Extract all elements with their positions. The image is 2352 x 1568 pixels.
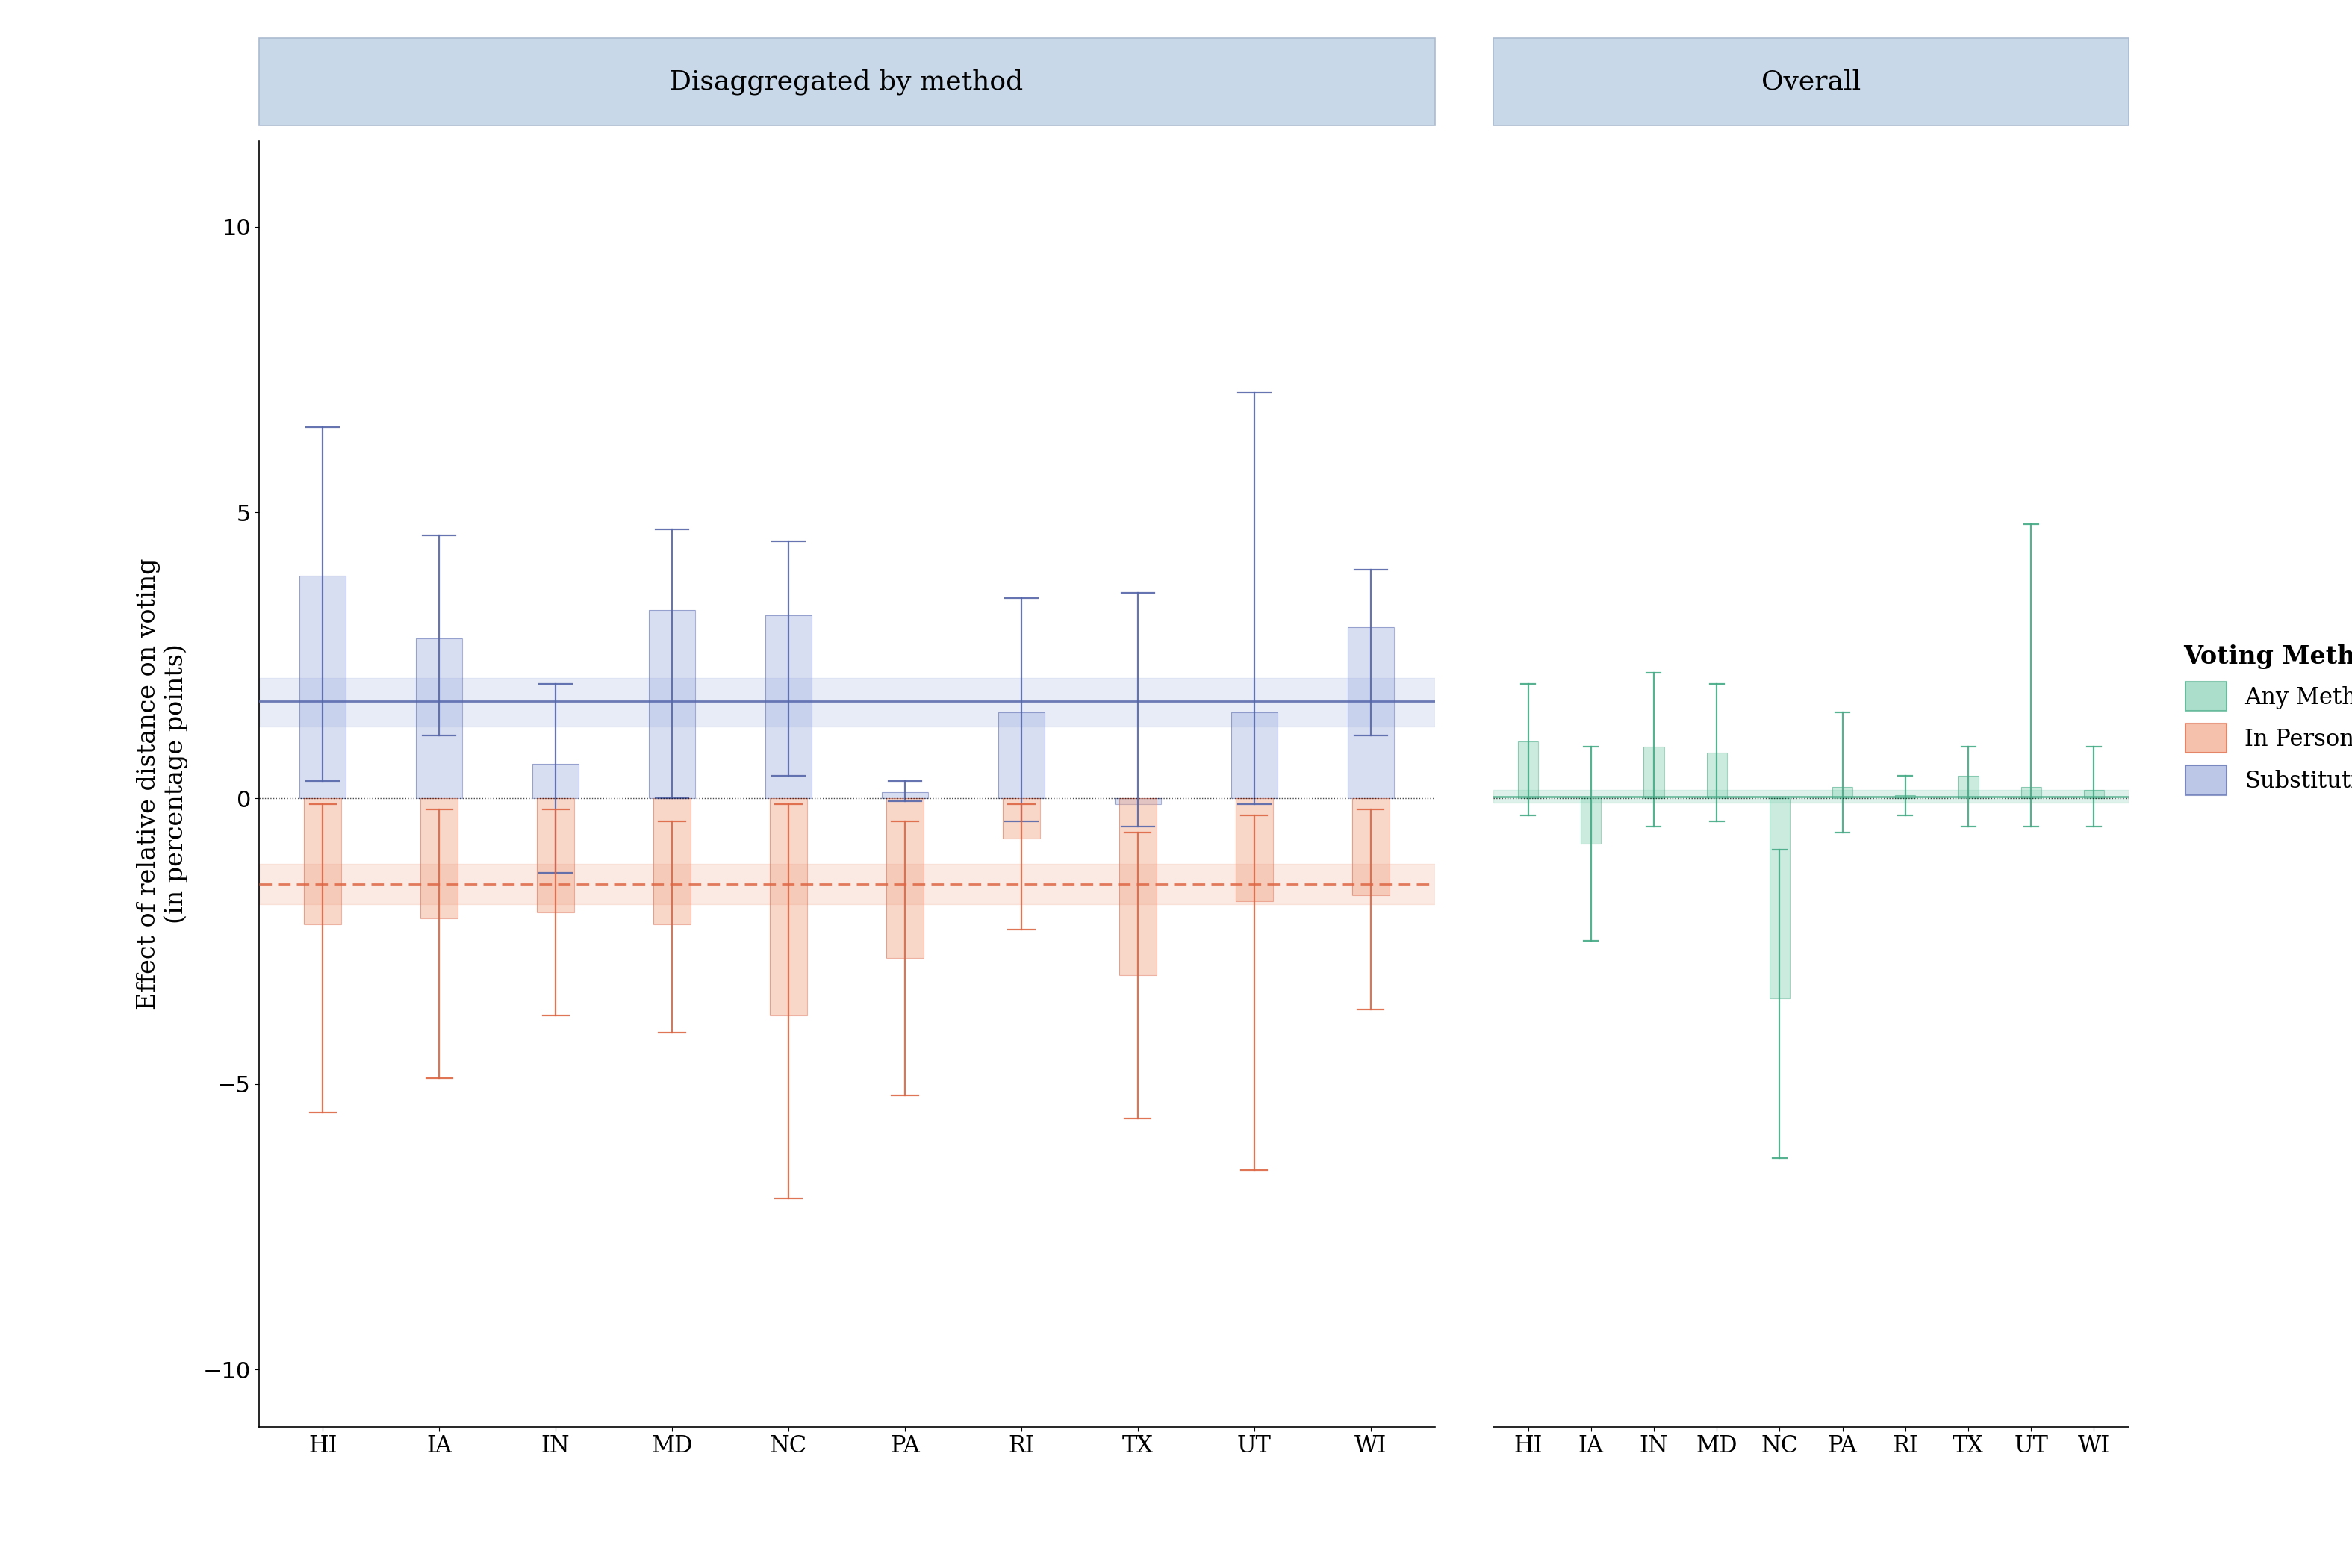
FancyBboxPatch shape <box>259 38 1435 125</box>
Bar <box>1832 787 1853 798</box>
Bar <box>764 615 811 798</box>
Bar <box>303 798 341 924</box>
Bar <box>887 798 924 958</box>
Bar <box>1230 712 1277 798</box>
Bar <box>532 764 579 798</box>
Bar <box>649 610 696 798</box>
Bar <box>997 712 1044 798</box>
Bar <box>654 798 691 924</box>
Bar <box>1769 798 1790 999</box>
Bar <box>299 575 346 798</box>
Bar <box>882 792 929 798</box>
Bar <box>997 712 1044 798</box>
Bar <box>259 864 1435 905</box>
Text: Disaggregated by method: Disaggregated by method <box>670 69 1023 94</box>
FancyBboxPatch shape <box>1494 38 2129 125</box>
Bar <box>2020 787 2042 798</box>
Text: Overall: Overall <box>1762 69 1860 94</box>
Bar <box>1115 798 1162 804</box>
Bar <box>1120 798 1157 975</box>
Bar <box>1002 798 1040 839</box>
Bar <box>769 798 807 1016</box>
Bar <box>1769 798 1790 999</box>
Bar <box>769 798 807 1016</box>
Bar <box>1832 787 1853 798</box>
Bar <box>1517 742 1538 798</box>
Bar <box>1517 742 1538 798</box>
Bar <box>2084 790 2105 798</box>
Bar <box>1348 627 1395 798</box>
Bar <box>421 798 459 919</box>
Bar <box>536 798 574 913</box>
Bar <box>764 615 811 798</box>
Bar <box>1581 798 1602 844</box>
Bar <box>1644 746 1663 798</box>
Bar <box>416 638 463 798</box>
Bar <box>1581 798 1602 844</box>
Bar <box>2020 787 2042 798</box>
Bar <box>416 638 463 798</box>
Bar <box>536 798 574 913</box>
Bar <box>1896 795 1915 798</box>
Bar <box>421 798 459 919</box>
Y-axis label: Effect of relative distance on voting
(in percentage points): Effect of relative distance on voting (i… <box>136 558 188 1010</box>
Bar <box>654 798 691 924</box>
Bar <box>1348 627 1395 798</box>
Bar <box>882 792 929 798</box>
Bar <box>1959 776 1978 798</box>
Bar <box>1115 798 1162 804</box>
Bar <box>1002 798 1040 839</box>
Bar <box>1644 746 1663 798</box>
Legend: Any Method, In Person, Substitution: Any Method, In Person, Substitution <box>2171 633 2352 806</box>
Bar <box>532 764 579 798</box>
Bar <box>1896 795 1915 798</box>
Bar <box>1708 753 1726 798</box>
Bar <box>2084 790 2105 798</box>
Bar <box>1708 753 1726 798</box>
Bar <box>299 575 346 798</box>
Bar <box>259 679 1435 728</box>
Bar <box>1120 798 1157 975</box>
Bar <box>1494 790 2129 803</box>
Bar <box>1235 798 1272 902</box>
Bar <box>1352 798 1390 895</box>
Bar <box>649 610 696 798</box>
Bar <box>1959 776 1978 798</box>
Bar <box>303 798 341 924</box>
Bar <box>1235 798 1272 902</box>
Bar <box>1230 712 1277 798</box>
Bar <box>1352 798 1390 895</box>
Bar <box>887 798 924 958</box>
